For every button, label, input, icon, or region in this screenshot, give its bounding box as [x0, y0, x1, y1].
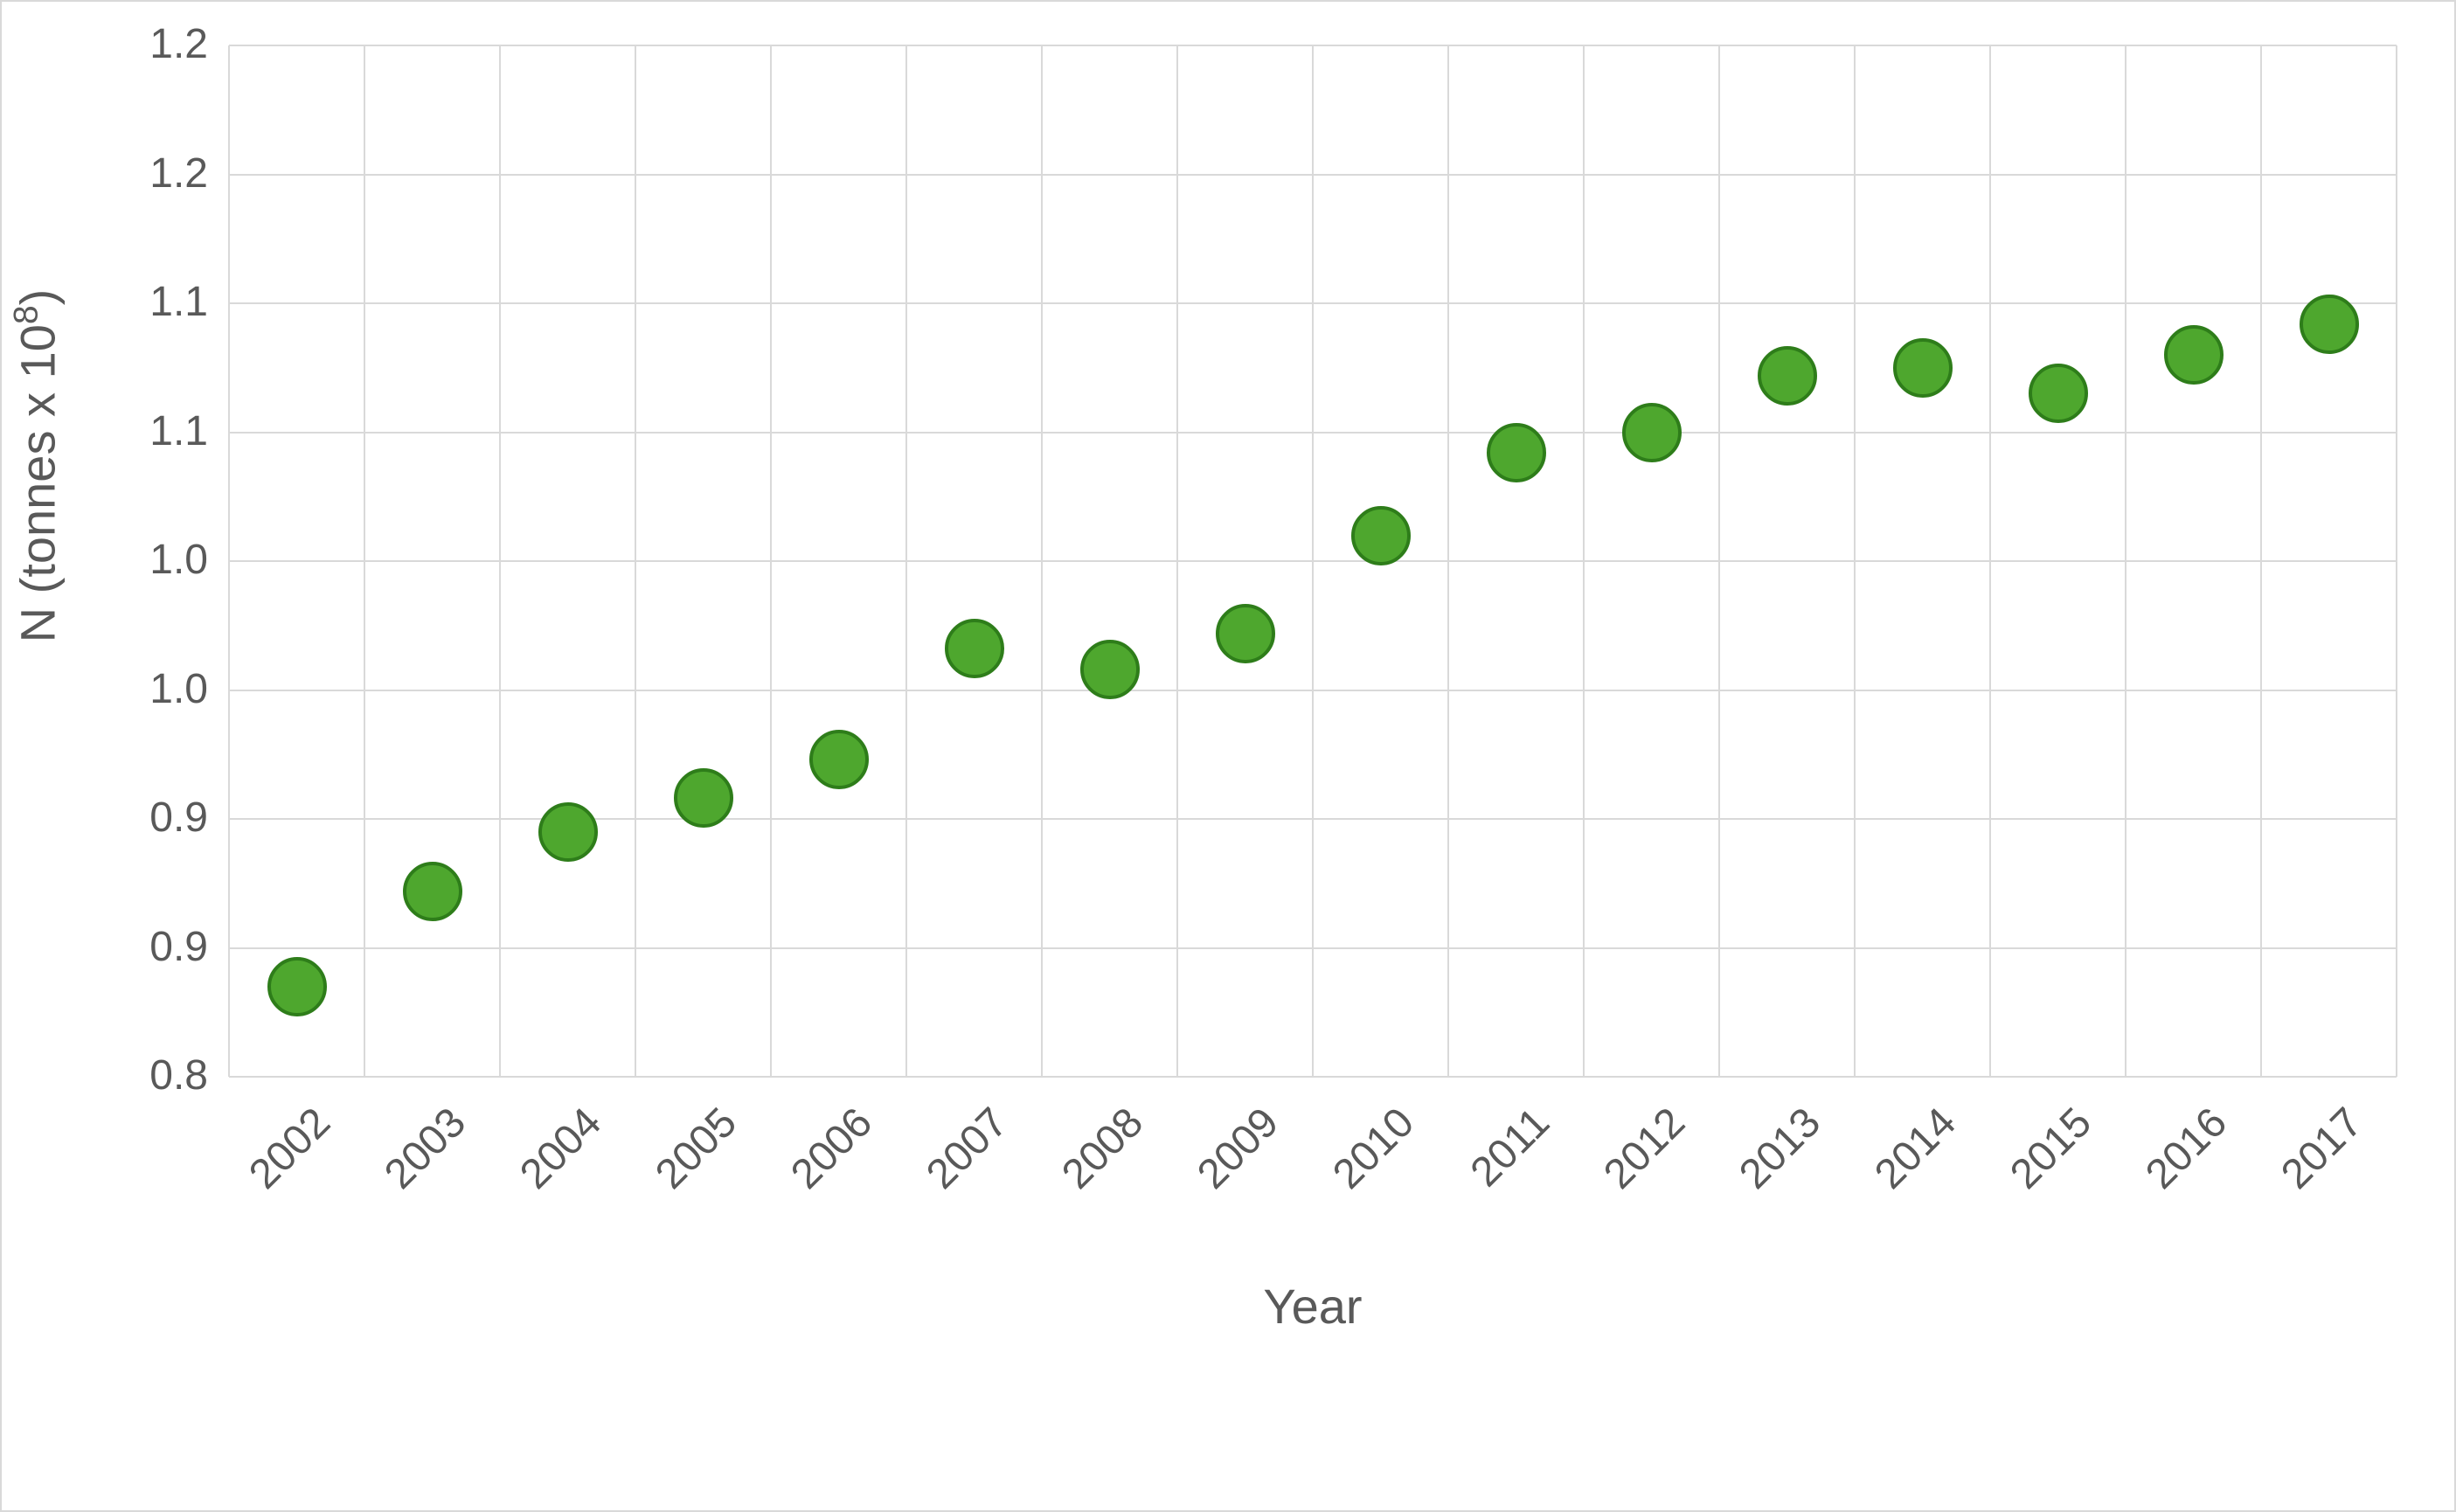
x-tick-label: 2002 — [206, 1099, 339, 1231]
data-point — [809, 730, 869, 789]
x-tick-label: 2003 — [342, 1099, 475, 1231]
x-gridline — [1312, 45, 1314, 1077]
x-tick-label: 2008 — [1019, 1099, 1152, 1231]
x-gridline — [770, 45, 772, 1077]
x-gridline — [1854, 45, 1856, 1077]
data-point — [1893, 338, 1953, 398]
chart-container: N (tonnes x 108) Year 0.8 0.9 0.9 1.0 1.0 1.1… — [0, 0, 2456, 1512]
x-tick-label: 2013 — [1696, 1099, 1829, 1231]
y-axis-label: N (tonnes x 108) — [8, 538, 66, 642]
x-tick-label: 2004 — [477, 1099, 610, 1231]
x-tick-label: 2009 — [1155, 1099, 1287, 1231]
data-point — [1080, 640, 1140, 699]
y-tick-label: 0.9 — [149, 923, 208, 971]
y-tick-label: 1.0 — [149, 665, 208, 713]
data-point — [2029, 364, 2088, 423]
x-gridline — [2125, 45, 2126, 1077]
x-tick-label: 2006 — [748, 1099, 881, 1231]
data-point — [403, 862, 462, 921]
x-tick-label: 2016 — [2103, 1099, 2236, 1231]
x-gridline — [1041, 45, 1043, 1077]
x-gridline — [228, 45, 230, 1077]
x-tick-label: 2014 — [1832, 1099, 1965, 1231]
x-gridline — [1583, 45, 1585, 1077]
x-axis-label: Year — [229, 1278, 2397, 1335]
x-tick-label: 2015 — [1967, 1099, 2100, 1231]
x-gridline — [2396, 45, 2397, 1077]
x-tick-label: 2011 — [1426, 1099, 1558, 1231]
y-tick-label: 1.1 — [149, 407, 208, 455]
x-tick-label: 2005 — [613, 1099, 746, 1231]
data-point — [2300, 295, 2359, 354]
y-tick-label: 1.1 — [149, 278, 208, 326]
x-tick-label: 2017 — [2238, 1099, 2371, 1231]
x-gridline — [905, 45, 907, 1077]
data-point — [1487, 423, 1546, 482]
y-tick-label: 1.2 — [149, 20, 208, 68]
plot-area — [229, 45, 2397, 1077]
data-point — [945, 619, 1004, 678]
data-point — [1622, 403, 1682, 462]
x-gridline — [1447, 45, 1449, 1077]
x-gridline — [635, 45, 636, 1077]
x-gridline — [2260, 45, 2262, 1077]
data-point — [2164, 325, 2224, 385]
y-tick-label: 1.0 — [149, 536, 208, 584]
x-tick-label: 2007 — [884, 1099, 1016, 1231]
x-gridline — [499, 45, 501, 1077]
data-point — [1351, 506, 1411, 565]
y-tick-label: 0.9 — [149, 794, 208, 842]
x-gridline — [364, 45, 365, 1077]
x-tick-label: 2012 — [1561, 1099, 1694, 1231]
data-point — [1216, 604, 1275, 663]
data-point — [267, 957, 327, 1016]
data-point — [674, 768, 733, 828]
x-gridline — [1176, 45, 1178, 1077]
data-point — [1758, 346, 1817, 406]
x-gridline — [1718, 45, 1720, 1077]
x-gridline — [1989, 45, 1991, 1077]
x-tick-label: 2010 — [1290, 1099, 1423, 1231]
data-point — [538, 802, 598, 862]
y-tick-label: 0.8 — [149, 1051, 208, 1099]
y-tick-label: 1.2 — [149, 149, 208, 198]
